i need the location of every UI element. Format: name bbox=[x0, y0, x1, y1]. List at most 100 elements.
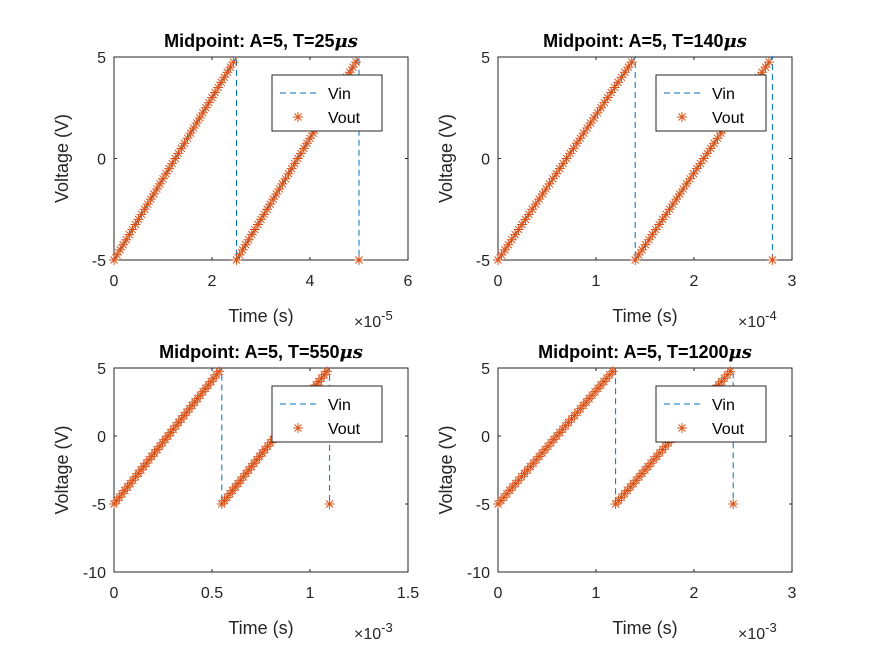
legend: Vin Vout bbox=[655, 385, 767, 443]
series-vout-point bbox=[602, 92, 613, 103]
series-vout-point bbox=[554, 163, 565, 174]
chart-title: Midpoint: A=5, T=25μs bbox=[164, 31, 358, 52]
chart-title: Midpoint: A=5, T=140μs bbox=[543, 31, 747, 52]
series-vout-point bbox=[194, 112, 205, 123]
series-vout-point bbox=[640, 239, 651, 250]
series-vout-point bbox=[623, 62, 634, 73]
series-vout-point bbox=[725, 366, 736, 377]
series-vout-point bbox=[606, 87, 617, 98]
series-vout-point bbox=[595, 102, 606, 113]
y-tick-label: -5 bbox=[476, 497, 490, 514]
x-tick-label: 4 bbox=[306, 273, 315, 290]
series-vout-point bbox=[695, 158, 706, 169]
series-vout-point bbox=[283, 168, 294, 179]
series-vout-point bbox=[133, 214, 144, 225]
series-vout-point bbox=[678, 183, 689, 194]
x-tick-label: 0 bbox=[110, 273, 119, 290]
series-vout-point bbox=[207, 92, 217, 103]
series-vout-point bbox=[589, 112, 600, 123]
series-vout-point bbox=[167, 158, 178, 169]
series-vout-point bbox=[571, 138, 582, 149]
series-vout-point bbox=[643, 234, 654, 245]
series-vout-point bbox=[115, 244, 126, 255]
x-tick-label: 3 bbox=[788, 585, 797, 602]
x-exponent-label: ×10-4 bbox=[738, 308, 777, 331]
x-tick-label: 0.5 bbox=[201, 585, 223, 602]
series-vout-point bbox=[262, 204, 273, 215]
legend: Vin Vout bbox=[271, 385, 383, 443]
subplot-3: 0 0.5 1 1.5 -10 -5 0 5 ×10-3 Time (s) Voltage (V) M… bbox=[52, 342, 419, 643]
x-tick-label: 0 bbox=[494, 585, 503, 602]
series-vout-point bbox=[265, 199, 276, 210]
y-axis-label: Voltage (V) bbox=[436, 425, 456, 514]
series-vout-point bbox=[228, 57, 239, 68]
series-vout-point bbox=[240, 239, 251, 250]
series-vout-point bbox=[286, 163, 297, 174]
y-axis-label: Voltage (V) bbox=[436, 114, 456, 203]
y-axis-label: Voltage (V) bbox=[52, 114, 72, 203]
y-tick-label: -5 bbox=[92, 497, 106, 514]
legend-vout-swatch bbox=[677, 423, 687, 433]
series-vout-point bbox=[154, 178, 165, 189]
series-vout-point bbox=[289, 158, 300, 169]
series-vout-point bbox=[496, 249, 507, 260]
y-tick-label: 5 bbox=[97, 50, 106, 67]
x-tick-label: 1 bbox=[592, 273, 601, 290]
series-vout-point bbox=[243, 234, 254, 245]
x-tick-label: 1 bbox=[306, 585, 315, 602]
series-vout-point bbox=[176, 143, 187, 154]
series-vout-point bbox=[561, 153, 572, 164]
series-vout-point bbox=[715, 128, 726, 139]
legend-vout-label: Vout bbox=[328, 110, 361, 127]
y-tick-label: 0 bbox=[481, 429, 490, 446]
series-vout-point bbox=[344, 67, 355, 78]
series-vout-point bbox=[173, 148, 184, 159]
series-vout-point bbox=[654, 219, 665, 230]
series-vout-point bbox=[214, 366, 225, 377]
series-vout-point bbox=[271, 189, 282, 200]
series-vout-point bbox=[757, 67, 768, 78]
series-vout-point bbox=[503, 239, 514, 250]
series-vout-point bbox=[164, 163, 175, 174]
series-vout-point bbox=[691, 163, 702, 174]
series-vout-point bbox=[530, 199, 541, 210]
series-vout-point bbox=[763, 57, 774, 68]
series-vout-point bbox=[249, 224, 260, 235]
series-vout-point bbox=[301, 138, 312, 149]
x-tick-label: 1.5 bbox=[397, 585, 419, 602]
series-vout-point bbox=[182, 133, 193, 144]
x-axis-label: Time (s) bbox=[228, 618, 293, 638]
y-tick-label: -5 bbox=[92, 253, 106, 270]
series-vout-point bbox=[197, 107, 208, 118]
y-tick-label: -10 bbox=[83, 565, 106, 582]
series-vout-point bbox=[760, 62, 771, 73]
series-vout-point bbox=[203, 97, 214, 108]
legend-vin-label: Vin bbox=[712, 397, 735, 414]
series-vout-point bbox=[145, 194, 156, 205]
chart-title: Midpoint: A=5, T=550μs bbox=[159, 342, 363, 363]
series-vout-point bbox=[308, 128, 319, 139]
series-vout-point bbox=[259, 209, 270, 220]
series-vout-point bbox=[252, 219, 263, 230]
series-vout-point bbox=[347, 62, 358, 73]
series-vout-point bbox=[191, 117, 202, 128]
series-vout-point bbox=[513, 224, 524, 235]
series-vout-point bbox=[667, 199, 678, 210]
series-vout-point bbox=[280, 173, 291, 184]
series-vout-point bbox=[630, 255, 641, 265]
series-vout-point bbox=[657, 214, 668, 225]
series-vout-point bbox=[231, 255, 242, 265]
series-vout-point bbox=[650, 224, 661, 235]
x-axis-label: Time (s) bbox=[612, 306, 677, 326]
series-vout-point bbox=[558, 158, 569, 169]
series-vout-point bbox=[527, 204, 538, 215]
series-vout-point bbox=[350, 57, 361, 68]
legend-vout-swatch bbox=[677, 112, 687, 122]
series-vout-point bbox=[578, 128, 589, 139]
series-vout-point bbox=[298, 143, 309, 154]
series-vout-point bbox=[709, 138, 720, 149]
series-vout-point bbox=[506, 234, 517, 245]
series-vout-point bbox=[170, 153, 181, 164]
series-vout-point bbox=[321, 366, 332, 377]
